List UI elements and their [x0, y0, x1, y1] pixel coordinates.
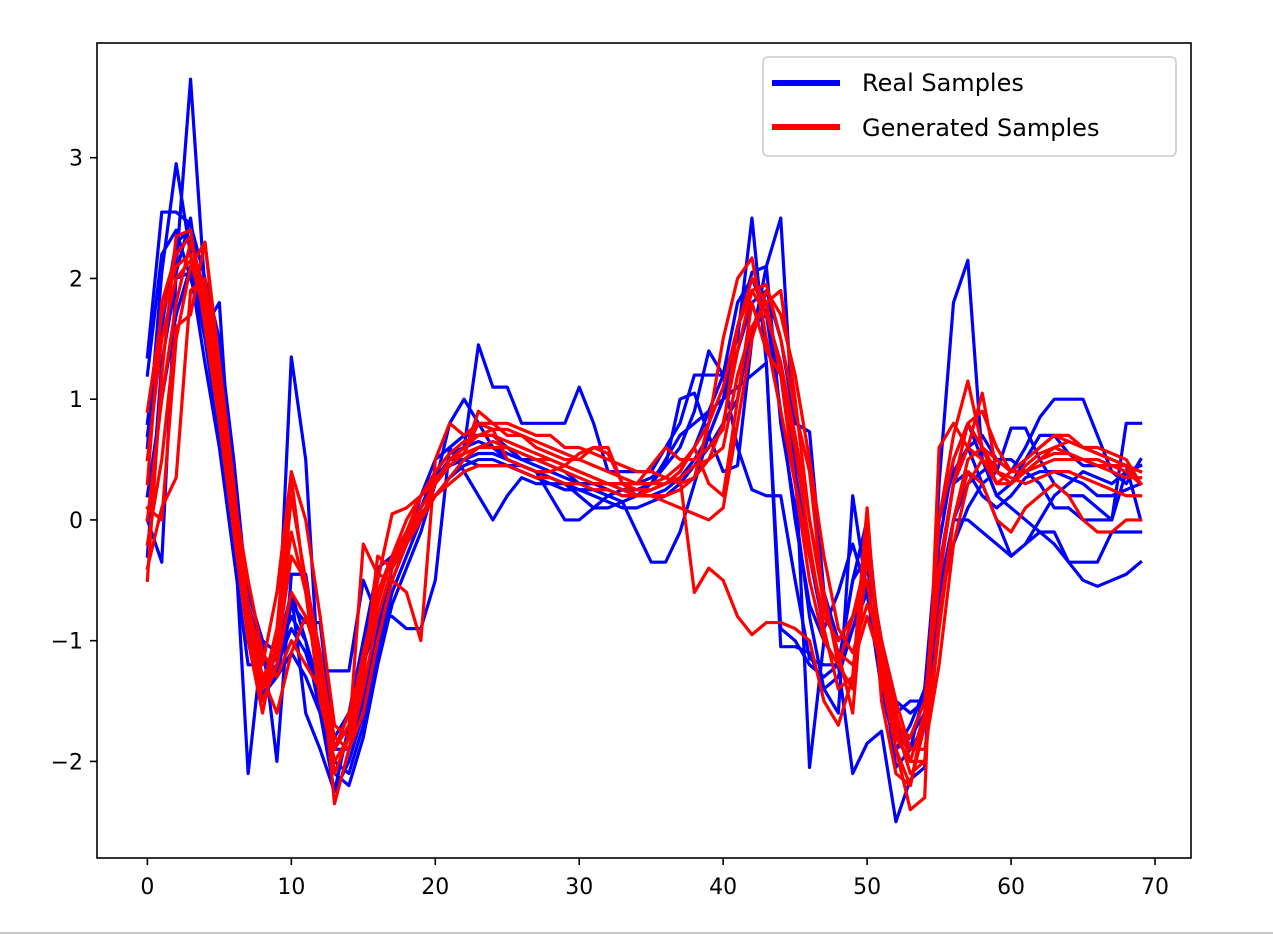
y-axis: −2 −1 0 1 2 3: [51, 147, 97, 775]
plot-frame: [96, 42, 1192, 859]
x-tick-label: 0: [140, 875, 154, 900]
series-layer: [145, 77, 1143, 824]
y-tick-label: 1: [69, 388, 83, 413]
y-tick-label: 0: [69, 509, 83, 534]
x-tick-label: 70: [1141, 875, 1169, 900]
y-tick-label: −2: [51, 750, 83, 775]
y-tick-label: 3: [69, 147, 83, 172]
generated-sample-line-8: [145, 258, 1143, 776]
generated-sample-line-6: [145, 276, 1143, 764]
y-tick-label: 2: [69, 267, 83, 292]
legend: Real Samples Generated Samples: [762, 56, 1177, 157]
y-tick-label: −1: [51, 630, 83, 655]
x-tick-label: 10: [277, 875, 305, 900]
x-tick-label: 40: [709, 875, 737, 900]
real-sample-line-5: [145, 270, 1143, 794]
legend-label-real-samples: Real Samples: [862, 69, 1024, 97]
x-axis: 0 10 20 30 40 50 60 70: [140, 858, 1169, 900]
legend-label-generated-samples: Generated Samples: [862, 114, 1099, 142]
generated-sample-line-5: [145, 240, 1143, 788]
x-tick-label: 50: [853, 875, 881, 900]
legend-box: [762, 56, 1177, 157]
x-tick-label: 20: [421, 875, 449, 900]
x-tick-label: 30: [565, 875, 593, 900]
x-tick-label: 60: [997, 875, 1025, 900]
bottom-divider: [0, 932, 1273, 934]
